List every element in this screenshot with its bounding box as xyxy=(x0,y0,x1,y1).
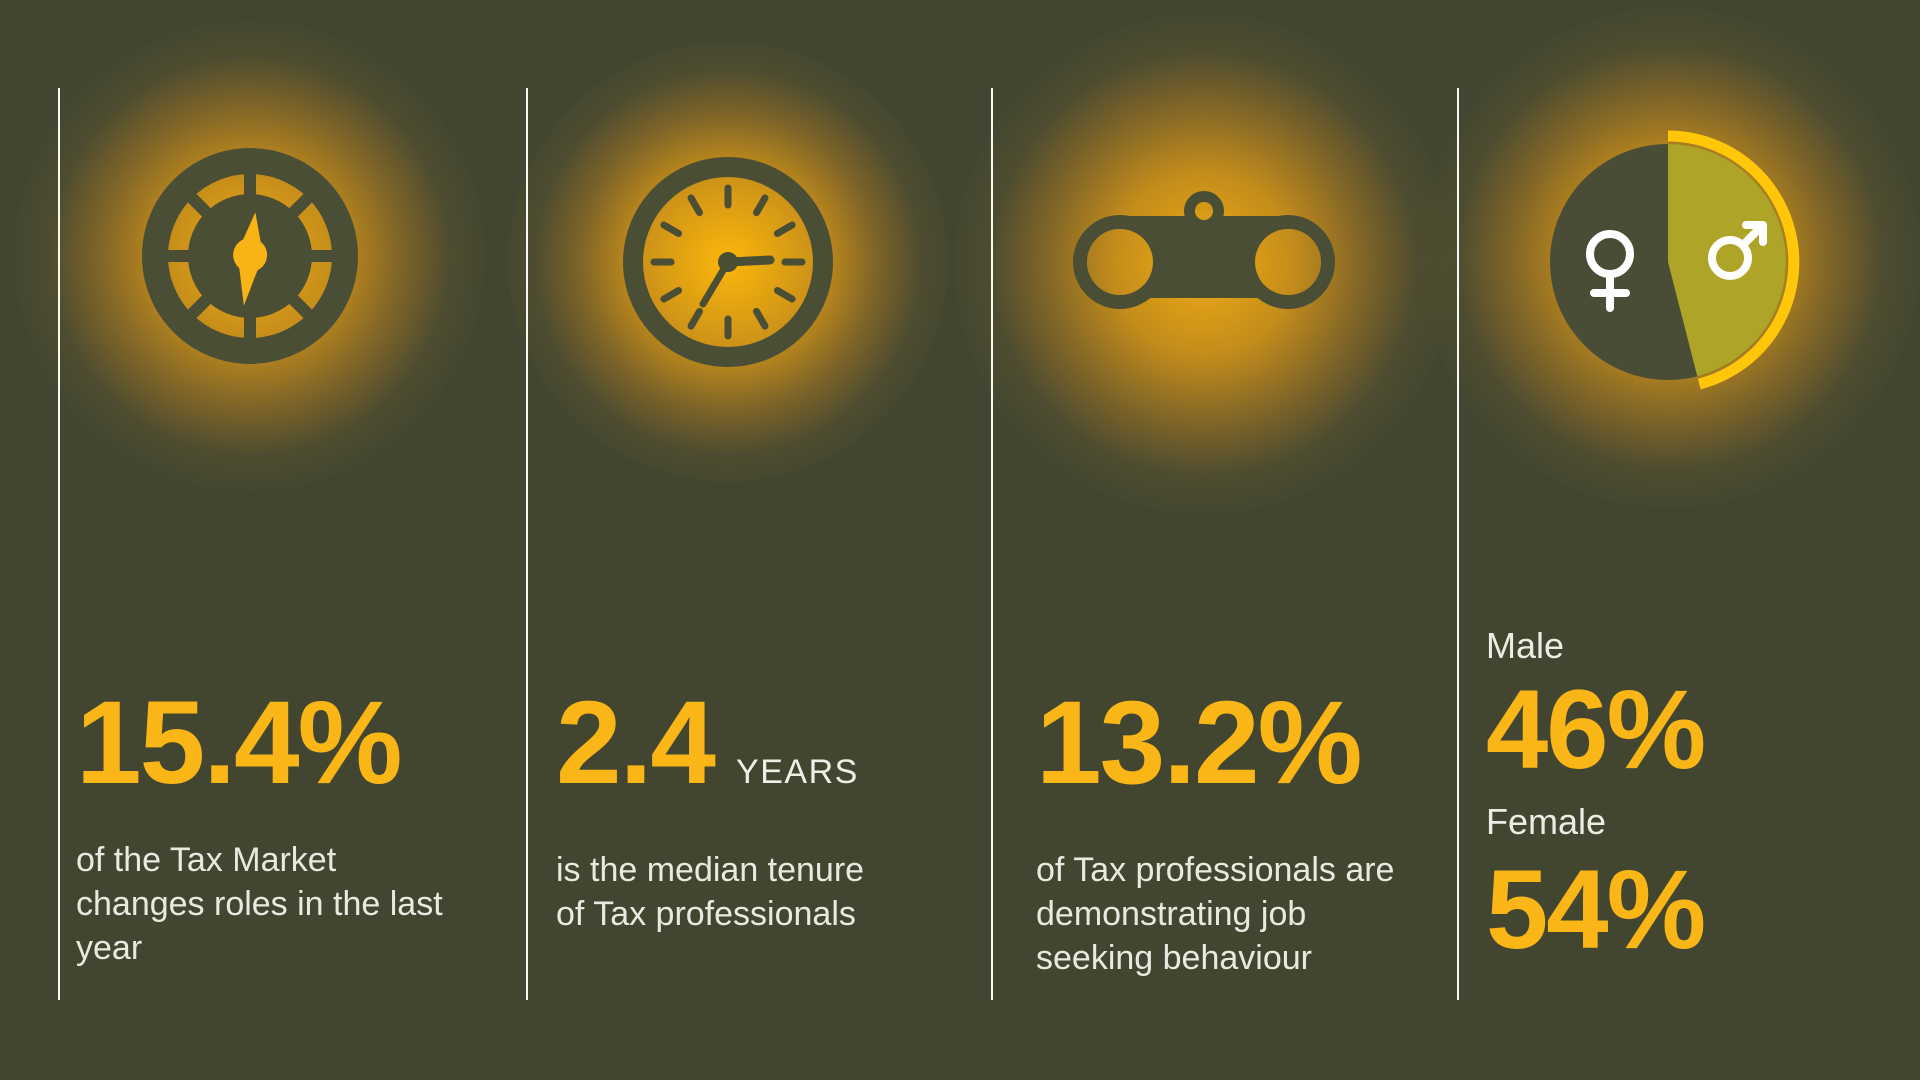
divider-line xyxy=(1457,88,1459,1000)
pie-highlight-arc xyxy=(1667,130,1800,390)
binoculars-icon xyxy=(1054,174,1354,354)
divider-line xyxy=(991,88,993,1000)
stat-number: 2.4 xyxy=(556,677,716,809)
clock-icon xyxy=(623,157,833,367)
divider-line xyxy=(58,88,60,1000)
gender-pie-chart xyxy=(1550,130,1800,390)
stat-description-job-seeking: of Tax professionals are demonstrating j… xyxy=(1036,851,1395,977)
divider-line xyxy=(526,88,528,1000)
stat-value-tenure: 2.4 YEARS xyxy=(556,684,859,802)
legend-value-male: 46% xyxy=(1486,667,1706,792)
stat-value-market-moves: 15.4% xyxy=(76,677,403,809)
compass-needle xyxy=(233,212,268,306)
male-symbol-icon xyxy=(1708,221,1767,280)
legend-label-male: Male xyxy=(1486,625,1565,666)
legend-value-female: 54% xyxy=(1486,847,1706,972)
stat-description-tenure: is the median tenure of Tax professional… xyxy=(556,851,865,933)
stat-value-job-seeking: 13.2% xyxy=(1036,677,1363,809)
stat-unit: YEARS xyxy=(736,753,859,791)
stat-description-market-moves: of the Tax Market changes roles in the l… xyxy=(76,841,443,967)
pie-slice-male xyxy=(1668,144,1786,377)
legend-label-female: Female xyxy=(1486,801,1607,842)
female-symbol-icon xyxy=(1586,230,1634,312)
compass-icon xyxy=(142,148,358,364)
